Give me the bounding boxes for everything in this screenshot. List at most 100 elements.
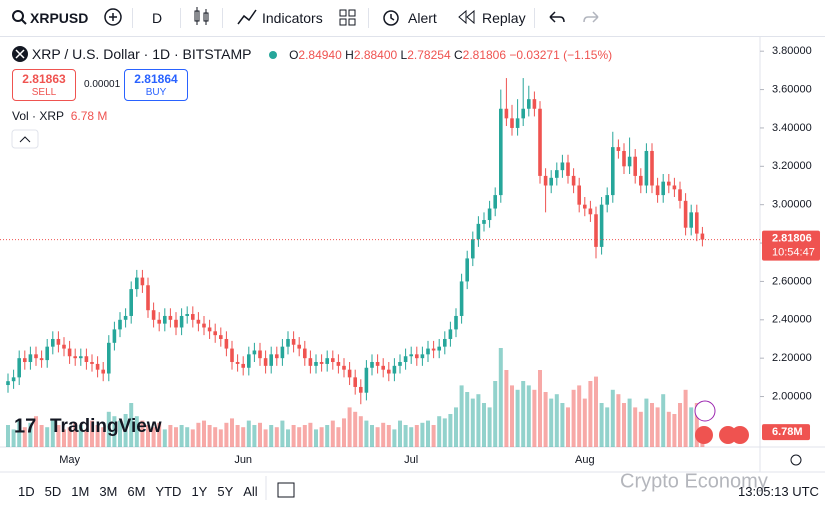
chart-type-icon[interactable] [192,0,212,36]
volume-bar [426,420,430,447]
candle-body [381,365,385,370]
date-range-icon[interactable] [277,482,295,498]
symbol[interactable]: XRPUSD [30,10,89,26]
h-value: 2.88400 [353,48,398,62]
candle-body [700,233,705,240]
volume-bar [420,422,425,447]
range-button[interactable]: 5D [44,484,62,499]
volume-bar [459,385,464,447]
alert[interactable]: Alert [408,10,437,26]
volume-bar [465,392,470,447]
status-dot [269,51,278,59]
replay[interactable]: Replay [482,10,526,26]
volume-bar [689,407,694,447]
candle-body [135,277,139,290]
volume-bar [644,398,649,447]
volume-bar [538,370,542,447]
range-button[interactable]: 1Y [191,484,208,499]
interval[interactable]: D [152,10,163,26]
candle-body [269,354,273,366]
volume-bar [336,427,341,447]
range-button[interactable]: All [243,484,258,499]
volume-bar [571,389,576,447]
replay-icon[interactable] [456,0,478,36]
volume-bar [515,389,520,447]
volume-bar [62,429,66,447]
volume-bar [577,385,582,447]
volume-bar [616,394,621,447]
candle-body [532,99,537,109]
candle-body [437,346,441,351]
volume-bar [325,425,330,447]
volume-bar [123,414,128,447]
candle-body [667,181,671,186]
indicators-icon[interactable] [236,0,258,36]
settings-icon[interactable] [790,454,802,466]
candle-body [695,212,699,234]
event-icon[interactable] [731,426,749,444]
volume-bar [314,429,318,447]
candle-body [163,315,167,324]
volume-bar [437,416,442,447]
alert-icon[interactable] [380,0,402,36]
separator [180,8,181,28]
volume-bar [185,427,190,447]
range-button[interactable]: 3M [99,484,118,499]
volume-bar [157,422,162,447]
candle-body [331,358,335,363]
candle-body [571,175,576,186]
candle-body [191,314,195,320]
range-button[interactable]: YTD [155,484,182,499]
buy-price: 2.81864 [134,72,178,86]
candle-body [303,348,307,359]
candle-body [319,362,324,364]
candle-body [67,348,72,357]
volume-bar [526,385,531,447]
range-button[interactable]: 6M [127,484,146,499]
range-button[interactable]: 1D [18,484,35,499]
candle-body [650,150,654,186]
event-icon[interactable] [694,400,716,422]
range-button[interactable]: 1M [71,484,90,499]
candle-body [683,200,688,228]
volume-bar [22,427,27,447]
volume-bar [543,392,548,447]
undo-redo[interactable] [546,0,606,36]
layouts-icon[interactable] [338,0,358,36]
volume-bar [84,429,89,447]
volume-bar [39,425,44,447]
event-icon[interactable] [695,426,713,444]
range-button[interactable]: 5Y [217,484,234,499]
candle-body [275,354,279,359]
volume-bar [146,425,150,447]
add-symbol[interactable] [102,0,126,36]
buy-button[interactable]: 2.81864 BUY [124,69,188,101]
search-icon[interactable] [10,0,30,36]
volume-bar [246,420,251,447]
volume-bar [627,398,632,447]
volume-bar [73,422,78,447]
x-tick-label: Jun [234,454,252,466]
candle-body [409,354,413,357]
candle-body [252,350,257,355]
volume-bar [549,398,554,447]
indicators[interactable]: Indicators [262,10,323,26]
volume-bar [599,403,604,447]
candle-body [336,362,341,366]
candle-body [213,331,217,336]
candle-body [672,185,677,190]
y-tick-label: 3.40000 [772,122,812,134]
change: −0.03271 (−1.15%) [509,48,613,62]
candle-body [471,239,475,259]
candle-body [6,381,10,386]
sell-button[interactable]: 2.81863 SELL [12,69,76,101]
candle-body [616,147,621,151]
range-bar: 1D 5D 1M 3M 6M YTD 1Y 5Y All [18,484,268,499]
volume-bar [297,427,302,447]
candle-body [448,329,453,339]
volume-bar [330,420,335,447]
h-label: H [345,48,354,62]
volume-bar [655,407,660,447]
collapse-button[interactable] [11,129,39,149]
